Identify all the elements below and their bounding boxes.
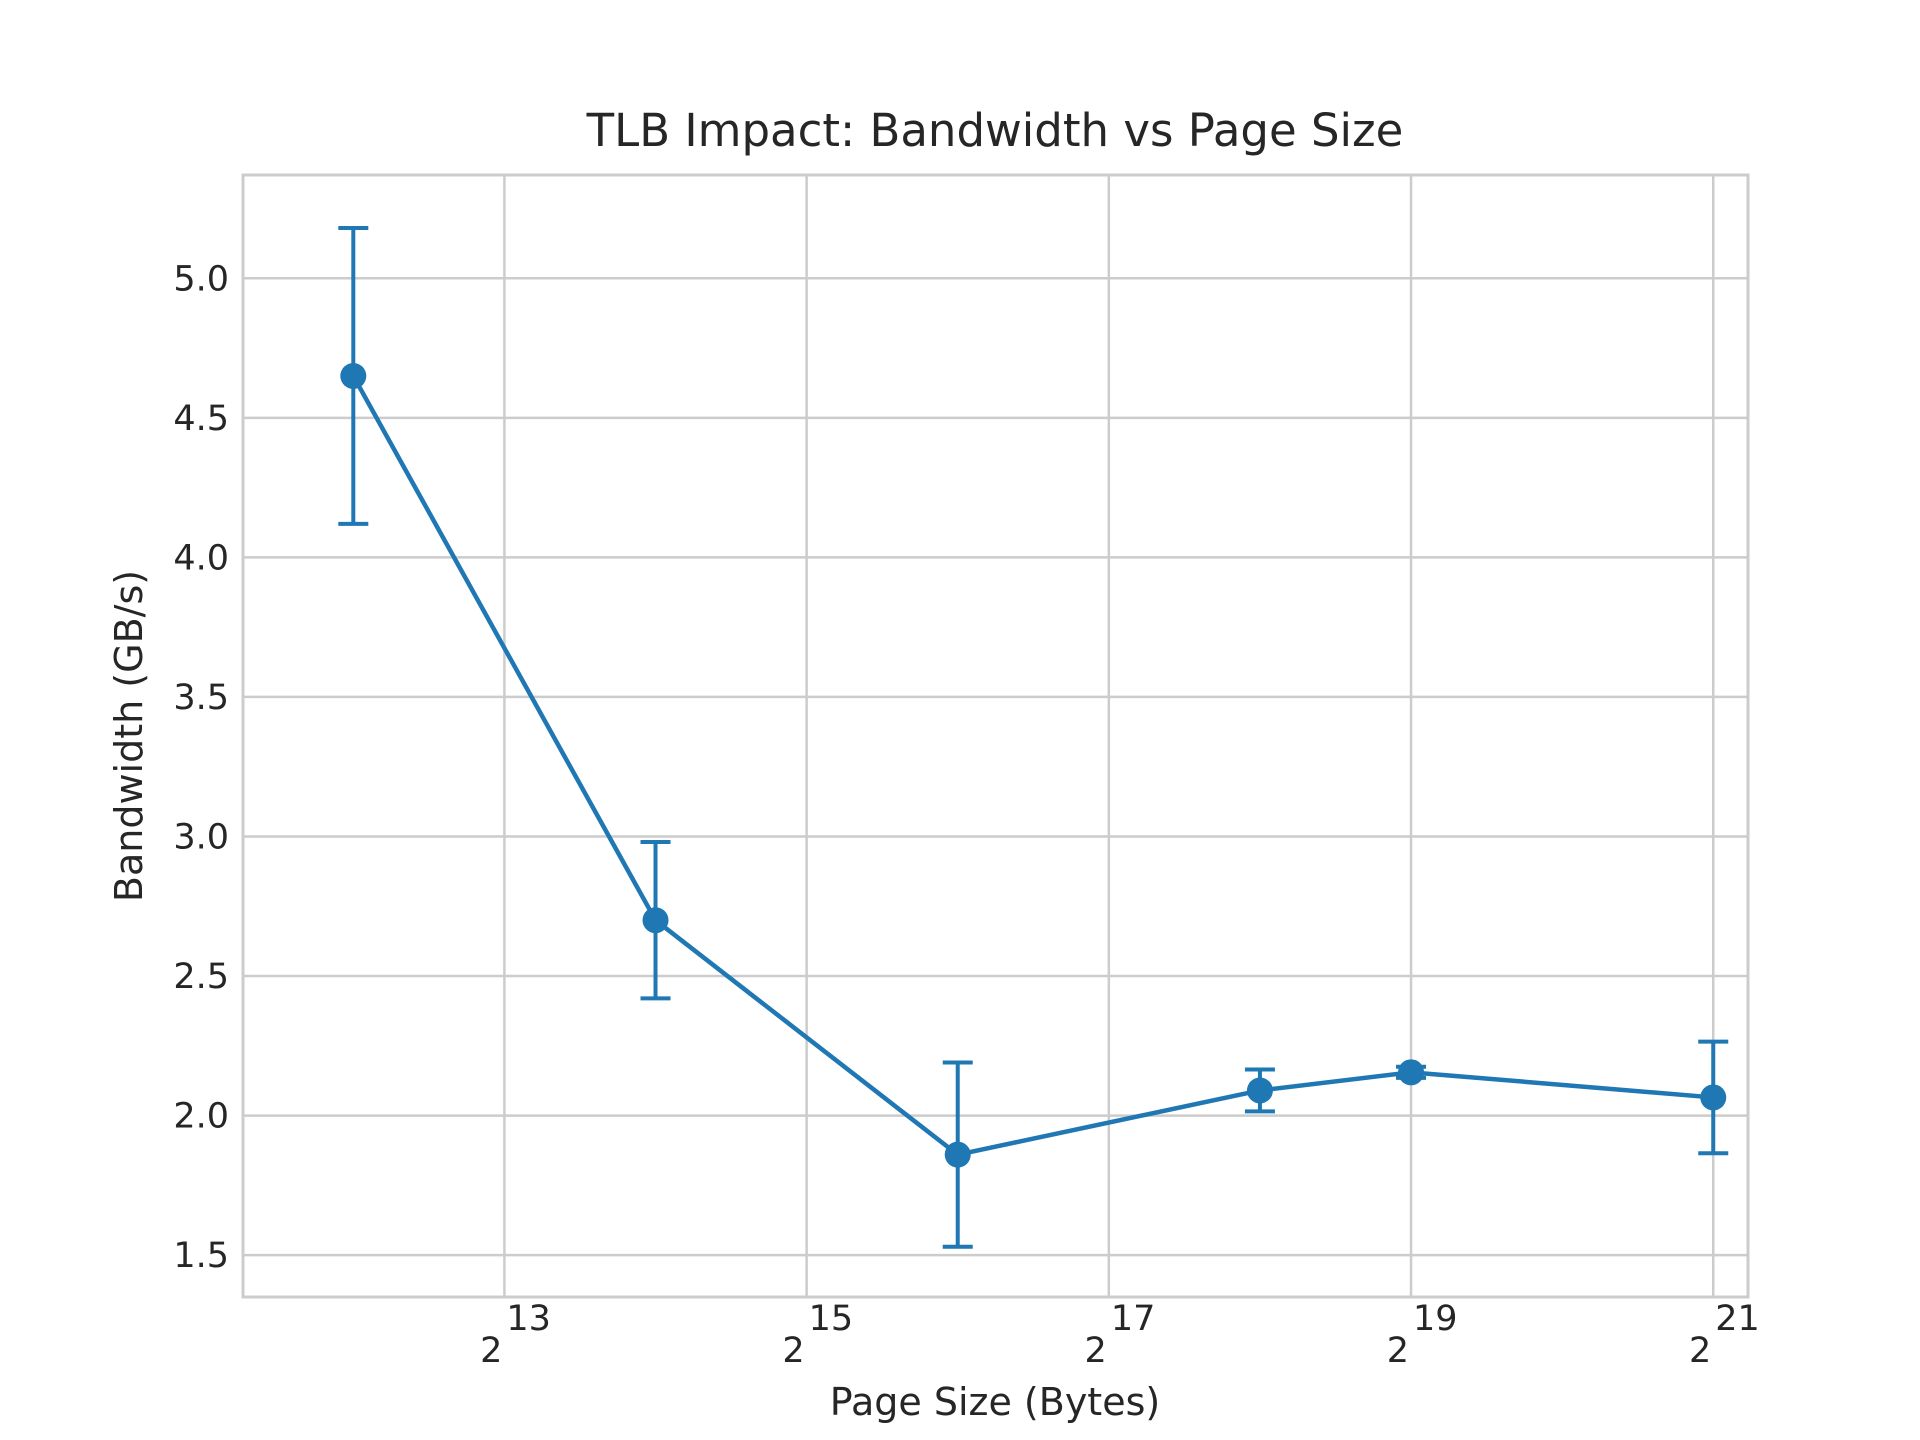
x-tick-label: 2 xyxy=(480,1331,502,1371)
x-tick-exponent: 13 xyxy=(506,1299,551,1339)
plot-frame xyxy=(241,173,1750,1299)
y-axis-ticks: 1.5 2.0 2.5 3.0 3.5 4.0 4.5 5.0 xyxy=(173,259,229,1276)
x-tick-label: 2 xyxy=(1689,1331,1711,1371)
series-line xyxy=(351,374,1714,1157)
y-tick-label: 3.5 xyxy=(173,678,229,718)
data-point xyxy=(1700,1084,1727,1111)
x-tick-label: 2 xyxy=(1387,1331,1409,1371)
series-layer xyxy=(338,226,1729,1249)
data-point xyxy=(1246,1077,1273,1104)
y-tick-label: 3.0 xyxy=(173,817,229,857)
x-tick-exponent: 15 xyxy=(809,1299,854,1339)
y-axis-title: Bandwidth (GB/s) xyxy=(107,570,151,902)
grid xyxy=(243,175,1748,1297)
y-tick-label: 4.0 xyxy=(173,538,229,578)
x-tick-exponent: 19 xyxy=(1413,1299,1458,1339)
x-axis-title: Page Size (Bytes) xyxy=(830,1380,1160,1424)
data-point xyxy=(642,907,669,934)
data-point xyxy=(340,362,367,389)
data-point xyxy=(1398,1059,1425,1086)
x-tick-exponent: 21 xyxy=(1715,1299,1760,1339)
data-point xyxy=(944,1141,971,1168)
y-tick-label: 2.5 xyxy=(173,957,229,997)
chart-title: TLB Impact: Bandwidth vs Page Size xyxy=(586,104,1404,157)
x-tick-label: 2 xyxy=(782,1331,804,1371)
y-tick-label: 5.0 xyxy=(173,259,229,299)
x-tick-label: 2 xyxy=(1085,1331,1107,1371)
y-tick-label: 2.0 xyxy=(173,1097,229,1137)
y-tick-label: 4.5 xyxy=(173,399,229,439)
y-tick-label: 1.5 xyxy=(173,1236,229,1276)
x-tick-exponent: 17 xyxy=(1111,1299,1156,1339)
